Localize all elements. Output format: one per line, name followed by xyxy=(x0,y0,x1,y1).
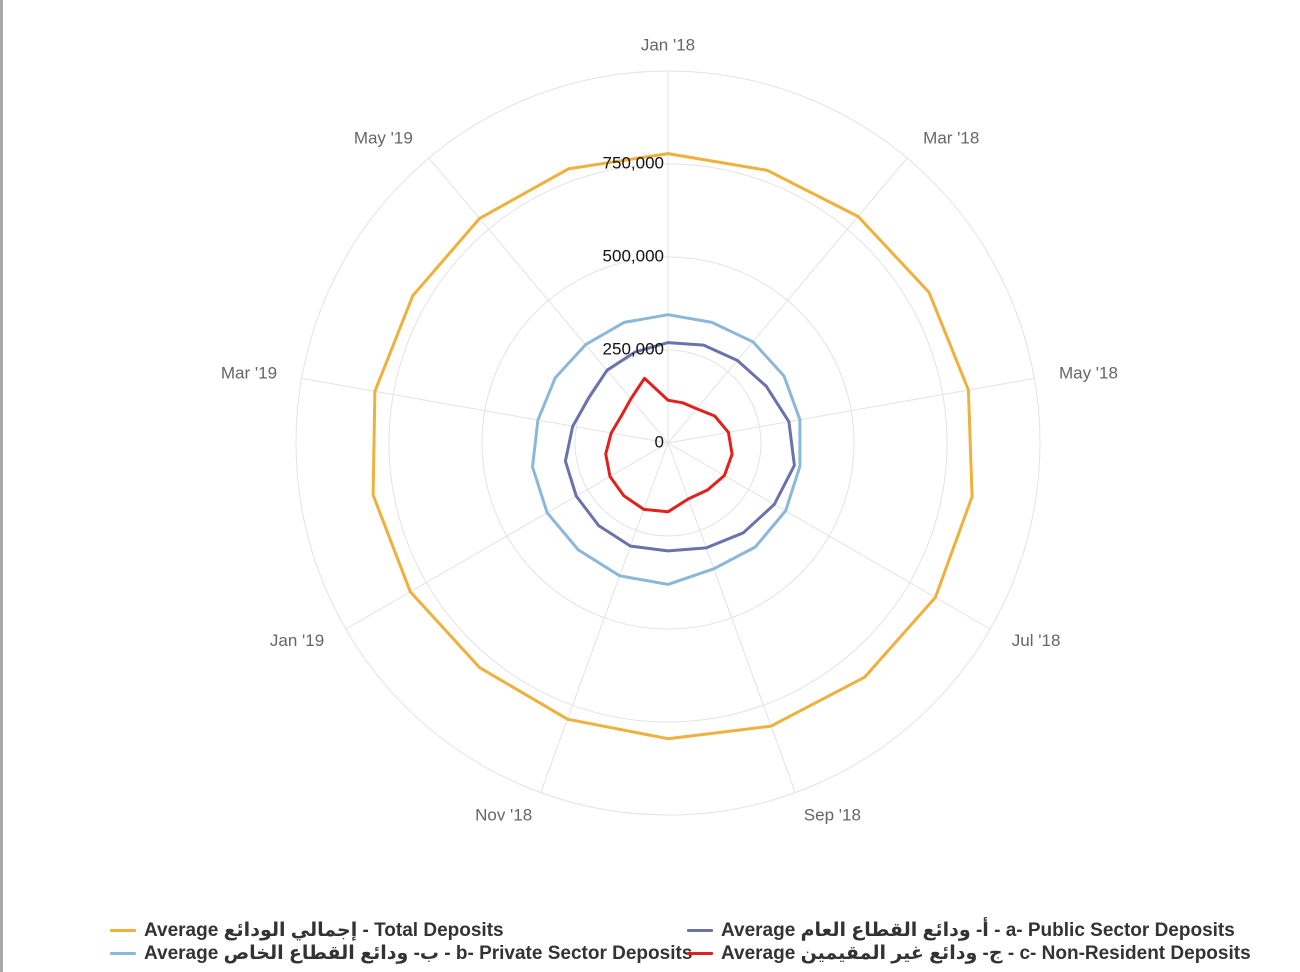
legend-swatch xyxy=(687,952,713,955)
legend-item-total-deposits[interactable]: Average إجمالي الودائع - Total Deposits xyxy=(110,919,504,942)
grid-spoke xyxy=(345,442,669,630)
category-label: May '19 xyxy=(354,128,413,147)
category-label: Jan '19 xyxy=(270,631,324,650)
category-label: Jan '18 xyxy=(641,35,695,54)
category-label: Jul '18 xyxy=(1012,631,1061,650)
legend-item-private-sector-deposits[interactable]: Average ب- ودائع القطاع الخاص - b- Priva… xyxy=(110,942,692,965)
legend-swatch xyxy=(687,929,713,932)
legend-label: Average ب- ودائع القطاع الخاص - b- Priva… xyxy=(144,943,693,964)
category-label: Mar '19 xyxy=(221,364,277,383)
series-line-3 xyxy=(604,376,734,514)
window-left-edge xyxy=(0,0,3,972)
grid-spoke xyxy=(540,442,669,793)
radar-grid xyxy=(295,70,1041,816)
grid-spoke xyxy=(301,377,669,444)
legend-swatch xyxy=(110,952,136,955)
chart-legend: Average إجمالي الودائع - Total Deposits … xyxy=(0,916,1300,972)
radar-chart: Jan '18 Mar '18 May '18 Jul '18 Sep '18 Nov '… xyxy=(221,35,1118,824)
radial-tick-labels: 0 250,000 500,000 750,000 xyxy=(603,153,664,451)
series-group xyxy=(371,152,974,741)
series-line-2 xyxy=(531,313,802,586)
grid-spoke xyxy=(667,377,1035,444)
radial-tick-label: 250,000 xyxy=(603,339,664,358)
category-labels: Jan '18 Mar '18 May '18 Jul '18 Sep '18 Nov '… xyxy=(221,35,1118,824)
category-label: Nov '18 xyxy=(475,806,532,825)
series-line-1 xyxy=(563,341,796,553)
legend-swatch xyxy=(110,929,136,932)
radial-tick-label: 750,000 xyxy=(603,153,664,172)
category-label: May '18 xyxy=(1059,364,1118,383)
legend-item-non-resident-deposits[interactable]: Average ج- ودائع غير المقيمين - c- Non-R… xyxy=(687,942,1251,965)
series-line-0 xyxy=(371,152,974,741)
grid-spoke xyxy=(428,157,669,444)
grid-spoke xyxy=(667,442,991,630)
radial-tick-label: 0 xyxy=(655,432,664,451)
grid-spoke xyxy=(667,442,796,793)
legend-item-public-sector-deposits[interactable]: Average أ- ودائع القطاع العام - a- Publi… xyxy=(687,919,1235,942)
grid-spoke xyxy=(667,157,908,444)
legend-label: Average ج- ودائع غير المقيمين - c- Non-R… xyxy=(721,943,1251,964)
radial-tick-label: 500,000 xyxy=(603,246,664,265)
legend-label: Average أ- ودائع القطاع العام - a- Publi… xyxy=(721,920,1235,941)
legend-label: Average إجمالي الودائع - Total Deposits xyxy=(144,920,504,941)
category-label: Mar '18 xyxy=(923,128,979,147)
category-label: Sep '18 xyxy=(804,806,861,825)
